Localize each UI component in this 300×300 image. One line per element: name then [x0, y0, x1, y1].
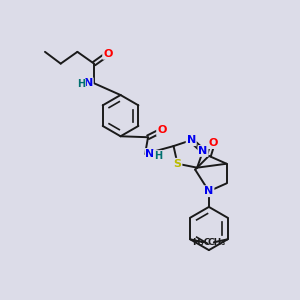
Text: CH₃: CH₃	[208, 238, 226, 247]
Text: O: O	[157, 125, 167, 135]
Text: S: S	[173, 159, 181, 169]
Text: O: O	[208, 138, 218, 148]
Text: N: N	[198, 146, 208, 156]
Text: N: N	[204, 186, 214, 196]
Text: N: N	[83, 78, 93, 88]
Text: H: H	[77, 79, 86, 89]
Text: N: N	[146, 149, 154, 159]
Text: H: H	[154, 151, 162, 161]
Text: O: O	[103, 49, 112, 59]
Text: H₃C: H₃C	[192, 238, 210, 247]
Text: N: N	[187, 135, 196, 145]
